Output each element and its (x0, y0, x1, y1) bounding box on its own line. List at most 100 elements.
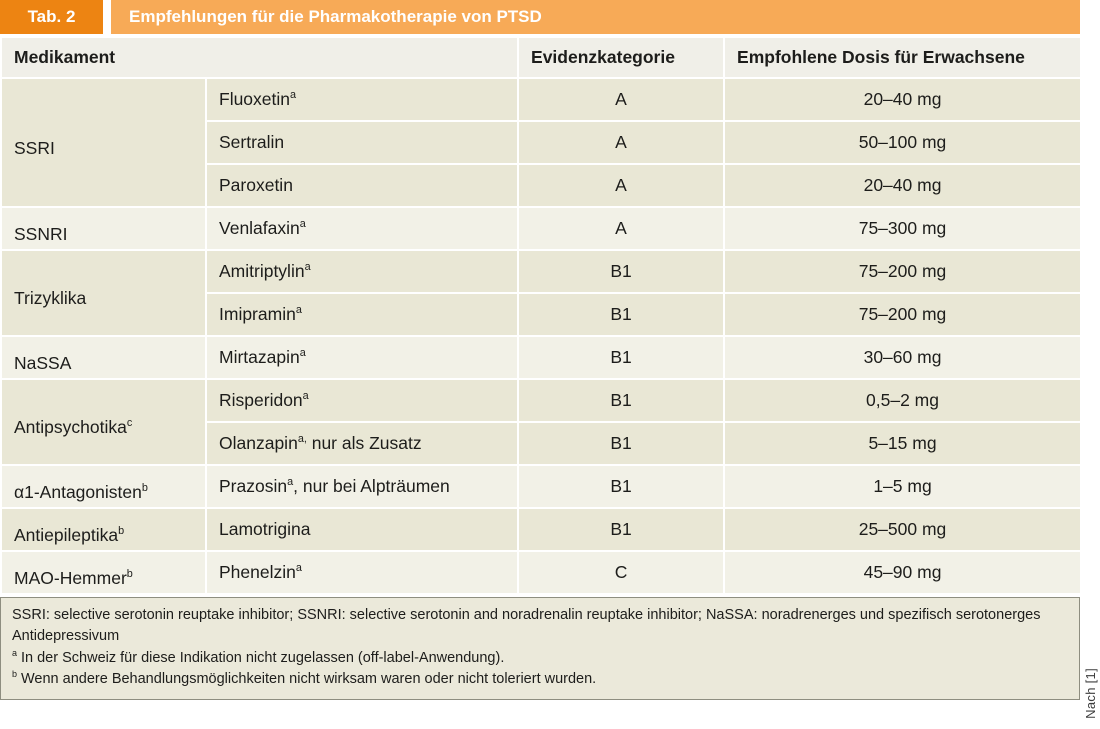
drug-footnote-marker: a (290, 89, 297, 102)
table-row: Imipramina B1 75–200 mg (1, 292, 1083, 337)
table-title: Empfehlungen für die Pharmakotherapie vo… (111, 0, 1080, 34)
group-cell: SSNRI (0, 206, 207, 251)
dose-cell: 5–15 mg (723, 421, 1083, 466)
evidence-cell: C (517, 550, 726, 595)
group-footnote-marker: b (118, 524, 125, 537)
source-credit: Nach [1] (1083, 668, 1098, 719)
drug-cell: Imipramina (204, 292, 520, 337)
drug-name: Fluoxetin (219, 89, 291, 109)
group-label: Antiepileptika (14, 524, 119, 545)
group-label: SSRI (14, 137, 55, 158)
header-row: Medikament Evidenzkategorie Empfohlene D… (0, 36, 1083, 79)
footnote-b-marker: b (12, 669, 17, 680)
drug-note: nur als Zusatz (306, 433, 422, 453)
drug-name: Paroxetin (219, 175, 293, 195)
group-cell: Antiepileptikab (0, 507, 207, 552)
drug-cell: Phenelzina (204, 550, 520, 595)
drug-name: Sertralin (219, 132, 285, 152)
group-label: MAO-Hemmer (14, 567, 127, 588)
drug-cell: Mirtazapina (204, 335, 520, 380)
group-cell: NaSSA (0, 335, 207, 380)
drug-footnote-marker: a, (297, 433, 307, 446)
drug-footnote-marker: a (304, 261, 311, 274)
dose-cell: 50–100 mg (723, 120, 1083, 165)
dose-cell: 0,5–2 mg (723, 378, 1083, 423)
footnote-a: a In der Schweiz für diese Indikation nic… (12, 648, 1068, 669)
group-label: α1-Antagonisten (14, 481, 142, 502)
dose-cell: 20–40 mg (723, 163, 1083, 208)
table-number-badge: Tab. 2 (0, 0, 103, 34)
drug-cell: Amitriptylina (204, 249, 520, 294)
drug-cell: Prazosina, nur bei Alpträumen (204, 464, 520, 509)
evidence-cell: B1 (517, 335, 726, 380)
drug-footnote-marker: a (299, 347, 306, 360)
footnote-b-text: Wenn andere Behandlungsmöglichkeiten nic… (21, 671, 597, 688)
dose-cell: 25–500 mg (723, 507, 1083, 552)
column-header-medikament: Medikament (0, 36, 520, 79)
table-row: Antiepileptikab Lamotrigina B1 25–500 mg (0, 507, 1083, 552)
group-cell: SSRI (0, 77, 207, 208)
drug-name: Lamotrigina (219, 519, 311, 539)
group-label: NaSSA (14, 352, 72, 373)
table-row: SSRI Fluoxetina A 20–40 mg (0, 77, 1083, 208)
table-row: Trizyklika Amitriptylina B1 75–200 mg (0, 249, 1083, 337)
group-cell: α1-Antagonistenb (0, 464, 207, 509)
table-row: Antipsychotikac Risperidona B1 0,5–2 mg (0, 378, 1083, 466)
drug-name: Risperidon (219, 390, 303, 410)
dose-cell: 45–90 mg (723, 550, 1083, 595)
dose-cell: 75–300 mg (723, 206, 1083, 251)
table-row: NaSSA Mirtazapina B1 30–60 mg (0, 335, 1083, 380)
table-row: α1-Antagonistenb Prazosina, nur bei Alpt… (0, 464, 1083, 509)
column-header-dosis: Empfohlene Dosis für Erwachsene (723, 36, 1083, 79)
dose-cell: 75–200 mg (723, 292, 1083, 337)
table-row: SSNRI Venlafaxina A 75–300 mg (0, 206, 1083, 251)
drug-name: Venlafaxin (219, 218, 300, 238)
drug-name: Phenelzin (219, 562, 296, 582)
evidence-cell: B1 (517, 378, 726, 423)
drug-name: Mirtazapin (219, 347, 300, 367)
evidence-cell: A (517, 120, 726, 165)
group-label: SSNRI (14, 223, 68, 244)
abbreviations-note: SSRI: selective serotonin reuptake inhib… (12, 607, 1041, 645)
group-label: Antipsychotika (14, 417, 127, 437)
evidence-cell: B1 (517, 249, 726, 294)
evidence-cell: B1 (517, 421, 726, 466)
drug-name: Amitriptylin (219, 261, 305, 281)
drug-cell: Risperidona (204, 378, 520, 423)
evidence-cell: A (517, 206, 726, 251)
column-header-evidenzkategorie: Evidenzkategorie (517, 36, 726, 79)
footnote-box: SSRI: selective serotonin reuptake inhib… (0, 597, 1080, 700)
drug-cell: Paroxetin (204, 163, 520, 208)
dose-cell: 75–200 mg (723, 249, 1083, 294)
title-bar: Tab. 2 Empfehlungen für die Pharmakother… (0, 0, 1080, 34)
drug-cell: Sertralin (204, 120, 520, 165)
evidence-cell: B1 (517, 292, 726, 337)
drug-footnote-marker: a (295, 304, 302, 317)
drug-note: , nur bei Alpträumen (293, 476, 450, 496)
group-footnote-marker: c (126, 417, 133, 430)
drug-cell: Venlafaxina (204, 206, 520, 251)
dose-cell: 1–5 mg (723, 464, 1083, 509)
title-bar-divider (103, 0, 111, 34)
drug-name: Olanzapin (219, 433, 298, 453)
evidence-cell: B1 (517, 464, 726, 509)
group-footnote-marker: b (126, 567, 133, 580)
evidence-cell: A (517, 163, 726, 208)
group-cell: Antipsychotikac (0, 378, 207, 466)
footnote-b: b Wenn andere Behandlungsmöglichkeiten ni… (12, 669, 1068, 690)
footnote-a-text: In der Schweiz für diese Indikation nich… (21, 649, 505, 666)
drug-footnote-marker: a (299, 218, 306, 231)
evidence-cell: B1 (517, 507, 726, 552)
drug-name: Imipramin (219, 304, 296, 324)
drug-footnote-marker: a (287, 476, 294, 489)
drug-footnote-marker: a (295, 562, 302, 575)
drug-footnote-marker: a (302, 390, 309, 403)
group-cell: Trizyklika (0, 249, 207, 337)
table-row: Paroxetin A 20–40 mg (1, 163, 1083, 208)
drug-cell: Lamotrigina (204, 507, 520, 552)
drug-cell: Olanzapina, nur als Zusatz (204, 421, 520, 466)
footnote-a-marker: a (12, 648, 17, 659)
pharmacotherapy-table: Medikament Evidenzkategorie Empfohlene D… (0, 36, 1083, 595)
group-footnote-marker: b (141, 481, 148, 494)
